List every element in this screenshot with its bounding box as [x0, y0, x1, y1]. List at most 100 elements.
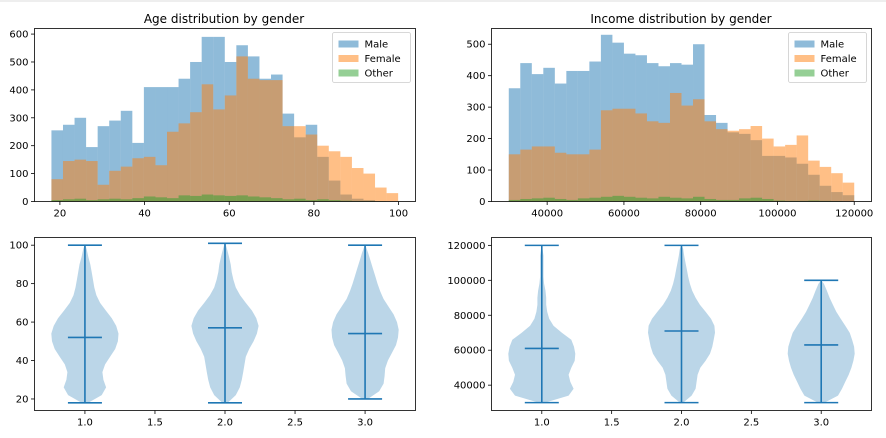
income-hist-y-tick-label: 300 [466, 103, 485, 114]
income-hist-legend-label-other: Other [821, 69, 850, 80]
income-hist-bar-other [727, 199, 740, 202]
income-hist-bar-female [693, 99, 705, 202]
age-hist-bar-female [109, 170, 121, 202]
age-hist-bar-female [190, 112, 202, 202]
age-hist-bar-female [213, 109, 225, 202]
age-hist-y-tick-label: 100 [9, 169, 28, 180]
income-hist-bar-other [646, 198, 659, 202]
income-hist-x-tick-label: 100000 [758, 209, 796, 220]
income-hist-bar-other [739, 198, 751, 202]
age-hist-bar-female [363, 173, 376, 202]
age-hist-bar-male [155, 87, 168, 202]
income-histogram-legend: Male Female Other [788, 32, 867, 83]
income-hist-x-tick-label: 40000 [531, 209, 563, 220]
age-hist-bar-female [340, 156, 352, 202]
age-violins [51, 242, 399, 404]
age-hist-bar-female [305, 134, 318, 202]
age-hist-bar-other [340, 200, 352, 202]
income-hist-bar-female [531, 146, 544, 202]
age-hist-bar-female [201, 84, 214, 202]
income-hist-bar-other [716, 199, 728, 202]
income-hist-legend-swatch-other [794, 69, 815, 77]
age-hist-bar-other [328, 200, 341, 202]
age-hist-y-tick-label: 200 [9, 141, 28, 152]
income-hist-bar-female [520, 149, 532, 202]
age-hist-bar-other [109, 198, 121, 202]
income-violin-y-tick-label: 40000 [454, 381, 486, 392]
age-violin-y-tick-label: 20 [16, 394, 29, 405]
age-histogram-panel: Age distribution by gender 20 40 60 80 100 0 1… [9, 12, 416, 220]
age-hist-bar-other [51, 200, 63, 202]
age-hist-y-tick-label: 600 [9, 30, 28, 41]
age-hist-bar-other [305, 200, 318, 202]
age-hist-bar-female [62, 161, 75, 202]
income-hist-bar-female [808, 160, 820, 202]
age-violin-y-tick-label: 80 [16, 279, 29, 290]
age-hist-y-tick-label: 300 [9, 113, 28, 124]
age-violin-ticks: 1.0 1.5 2.0 2.5 3.0 20 40 60 80 100 [9, 241, 373, 429]
income-hist-bar-male [566, 70, 578, 202]
age-hist-legend-label-male: Male [365, 40, 389, 51]
age-hist-bar-female [375, 187, 387, 202]
age-hist-bar-female [259, 80, 272, 202]
age-hist-bar-other [132, 198, 144, 202]
income-hist-bar-female [589, 149, 601, 202]
age-hist-bar-other [282, 199, 295, 202]
age-hist-bar-other [201, 194, 214, 202]
income-hist-bar-female [681, 105, 694, 202]
age-hist-bar-other [178, 195, 191, 202]
age-violin-x-tick-label: 1.0 [77, 418, 93, 429]
age-hist-bar-other [224, 195, 237, 202]
income-hist-bar-female [819, 166, 832, 202]
income-hist-bar-other [531, 198, 544, 202]
income-hist-legend-swatch-male [794, 40, 815, 48]
income-hist-bar-female [796, 135, 809, 202]
age-histogram-bars [51, 36, 399, 202]
age-hist-bar-other [62, 199, 75, 202]
income-hist-bar-male [589, 61, 601, 202]
age-hist-bar-other [259, 197, 272, 202]
income-hist-bar-other [658, 196, 670, 202]
income-hist-x-tick-label: 80000 [685, 209, 717, 220]
income-hist-bar-female [785, 144, 797, 202]
age-hist-legend-swatch-male [338, 40, 359, 48]
age-hist-legend-swatch-female [338, 55, 359, 62]
age-hist-bar-female [143, 156, 156, 202]
age-hist-x-tick-label: 100 [389, 209, 408, 220]
income-hist-y-tick-label: 0 [479, 197, 485, 208]
income-hist-bar-female [543, 146, 555, 202]
age-violin-panel: 1.0 1.5 2.0 2.5 3.0 20 40 60 80 100 [9, 237, 416, 429]
income-hist-legend-swatch-female [794, 55, 815, 62]
income-hist-bar-female [623, 108, 636, 202]
age-hist-legend-label-female: Female [365, 54, 401, 65]
income-hist-bar-female [566, 154, 578, 202]
income-violin-frame [491, 237, 872, 411]
income-hist-bar-female [704, 121, 717, 202]
age-hist-bar-other [143, 196, 156, 202]
income-hist-bar-female [762, 138, 774, 202]
income-hist-bar-female [831, 173, 843, 202]
age-violin-frame [34, 237, 416, 411]
income-violin-x-tick-label: 2.0 [674, 418, 690, 429]
age-histogram-ticks: 20 40 60 80 100 0 100 200 300 400 500 600 [9, 30, 408, 220]
income-hist-bar-other [543, 197, 555, 202]
income-hist-bar-other [520, 198, 532, 202]
income-violin-panel: 1.0 1.5 2.0 2.5 3.0 40000 60000 80000 100000 1200… [447, 237, 872, 429]
income-hist-bar-female [716, 129, 728, 202]
age-hist-bar-female [236, 56, 248, 202]
age-hist-bar-female [51, 179, 63, 202]
income-hist-y-tick-label: 400 [466, 71, 485, 82]
age-hist-x-tick-label: 40 [138, 209, 151, 220]
income-hist-bar-male [520, 63, 532, 202]
age-hist-bar-female [167, 131, 179, 202]
income-violins [508, 244, 855, 404]
age-hist-x-tick-label: 80 [308, 209, 321, 220]
age-hist-bar-other [317, 199, 329, 202]
income-hist-bar-other [612, 195, 624, 202]
age-hist-bar-other [236, 195, 248, 202]
income-hist-bar-other [808, 200, 820, 202]
age-histogram-title: Age distribution by gender [144, 12, 304, 26]
age-hist-bar-female [328, 151, 341, 202]
age-hist-bar-female [178, 123, 191, 202]
age-hist-bar-male [143, 87, 156, 202]
